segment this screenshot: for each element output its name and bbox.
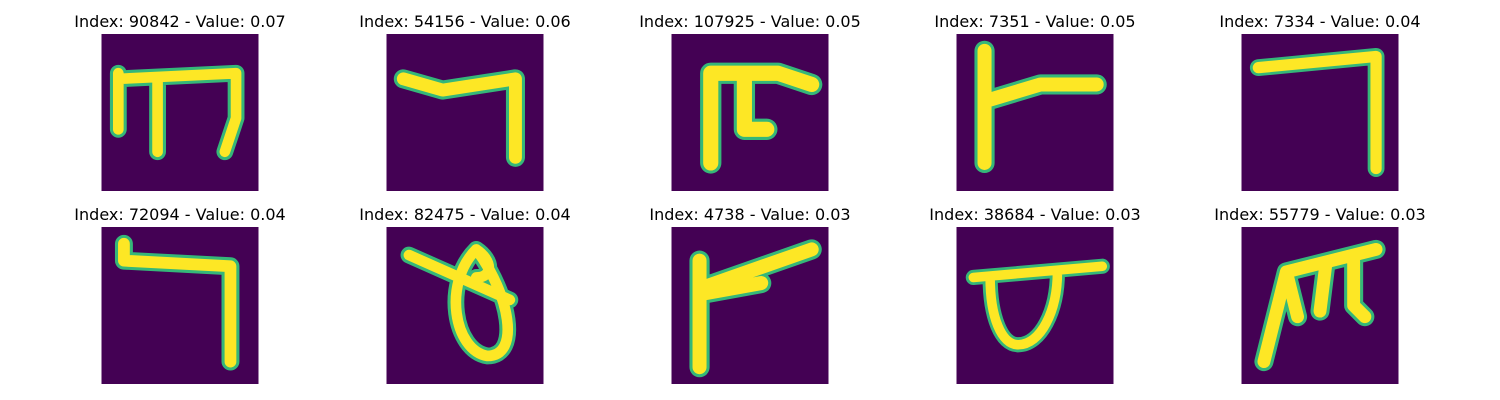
seven-hook-glyph-image: [386, 34, 544, 191]
m-glyph-image: [101, 34, 259, 191]
glyph-stroke: [977, 43, 1104, 170]
glyph-stroke: [692, 242, 819, 375]
panel-3: Index: 107925 - Value: 0.05: [620, 0, 880, 191]
panel-4: Index: 7351 - Value: 0.05: [905, 0, 1165, 191]
table-glyph-image: [671, 34, 829, 191]
panel-2: Index: 54156 - Value: 0.06: [335, 0, 595, 191]
panel-title: Index: 7351 - Value: 0.05: [934, 12, 1136, 31]
glyph-stroke: [403, 244, 516, 362]
panel-title: Index: 55779 - Value: 0.03: [1214, 205, 1426, 224]
panel-6: Index: 72094 - Value: 0.04: [50, 193, 310, 384]
panel-title: Index: 72094 - Value: 0.04: [74, 205, 286, 224]
hook-glyph-image: [101, 227, 259, 384]
panel-9: Index: 38684 - Value: 0.03: [905, 193, 1165, 384]
flag-glyph-image: [956, 34, 1114, 191]
flag-glyph-2-image: [671, 227, 829, 384]
panel-title: Index: 107925 - Value: 0.05: [639, 12, 861, 31]
image-background: [956, 227, 1114, 384]
glyph-stroke: [968, 261, 1108, 350]
glyph-stroke: [703, 65, 820, 171]
cup-glyph-image: [956, 227, 1114, 384]
glyph-stroke: [1257, 242, 1383, 369]
m-glyph-2-image: [1241, 227, 1399, 384]
panel-title: Index: 7334 - Value: 0.04: [1219, 12, 1421, 31]
panel-5: Index: 7334 - Value: 0.04: [1190, 0, 1450, 191]
panel-1: Index: 90842 - Value: 0.07: [50, 0, 310, 191]
glyph-stroke: [112, 67, 242, 158]
panel-title: Index: 38684 - Value: 0.03: [929, 205, 1141, 224]
glyph-stroke: [396, 72, 522, 164]
panel-title: Index: 90842 - Value: 0.07: [74, 12, 286, 31]
panel-title: Index: 54156 - Value: 0.06: [359, 12, 571, 31]
seven-glyph-image: [1241, 34, 1399, 191]
glyph-stroke: [1252, 50, 1382, 175]
panel-title: Index: 82475 - Value: 0.04: [359, 205, 571, 224]
glyph-stroke: [118, 237, 237, 368]
panel-10: Index: 55779 - Value: 0.03: [1190, 193, 1450, 384]
panel-7: Index: 82475 - Value: 0.04: [335, 193, 595, 384]
panel-title: Index: 4738 - Value: 0.03: [649, 205, 851, 224]
panel-8: Index: 4738 - Value: 0.03: [620, 193, 880, 384]
loop-glyph-image: [386, 227, 544, 384]
